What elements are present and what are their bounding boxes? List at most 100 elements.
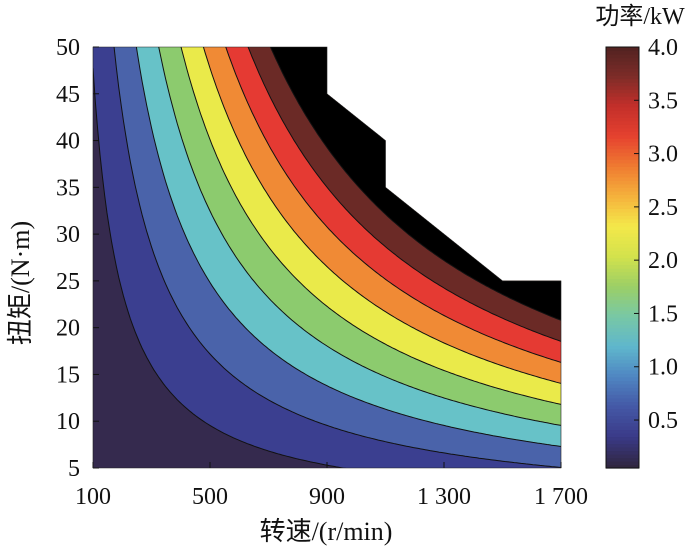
colorbar-segment — [606, 460, 639, 466]
colorbar-segment — [606, 446, 639, 452]
colorbar-segment — [606, 253, 639, 259]
contour-line-3.3 — [232, 47, 561, 342]
colorbar-segment — [606, 401, 639, 406]
colorbar-segment — [606, 103, 639, 108]
colorbar-segment — [606, 296, 639, 301]
y-axis-label: 扭矩/(N·m) — [6, 221, 35, 345]
x-tick-label: 100 — [75, 484, 111, 510]
colorbar-title: 功率/kW — [595, 3, 685, 30]
colorbar-segment — [606, 422, 639, 427]
colorbar-segment — [606, 408, 639, 413]
colorbar-segment — [606, 257, 639, 262]
colorbar-segment — [606, 239, 639, 245]
colorbar-segment — [606, 89, 639, 94]
colorbar-segment — [606, 285, 639, 290]
x-tick-label: 1 700 — [534, 484, 588, 510]
contour-line-1.3 — [129, 47, 561, 447]
x-axis-ticks: 100 500 900 1 300 1 700 — [75, 462, 588, 510]
colorbar-segment — [606, 418, 639, 423]
colorbar-segment — [606, 397, 639, 402]
colorbar-segment — [606, 376, 639, 381]
colorbar-segment — [606, 383, 639, 388]
colorbar-segment — [606, 201, 639, 206]
colorbar-tick-label: 3.0 — [648, 142, 678, 168]
colorbar-segment — [606, 404, 639, 409]
colorbar-segment — [606, 106, 639, 111]
colorbar-segment — [606, 271, 639, 276]
y-tick-label: 15 — [56, 362, 80, 388]
colorbar-segment — [606, 232, 639, 238]
colorbar-segment — [606, 289, 639, 294]
colorbar-tick-label: 2.5 — [648, 195, 678, 221]
colorbar-segment — [606, 450, 639, 455]
colorbar-segment — [606, 50, 639, 55]
colorbar-tick-label: 1.0 — [648, 355, 678, 381]
colorbar-segment — [606, 71, 639, 76]
colorbar-segment — [606, 425, 639, 431]
colorbar-segment — [606, 439, 639, 445]
colorbar-tick-label: 0.5 — [648, 408, 678, 434]
colorbar: 0.5 1.0 1.5 2.0 2.5 3.0 3.5 4.0 — [605, 35, 678, 469]
operating-boundary — [92, 46, 562, 469]
x-tick-label: 900 — [309, 484, 345, 510]
colorbar-segment — [606, 341, 639, 346]
colorbar-segment — [606, 261, 639, 266]
y-tick-label: 30 — [56, 222, 80, 248]
colorbar-segment — [606, 120, 639, 125]
colorbar-segment — [606, 190, 639, 195]
contour-line-2.5 — [190, 47, 561, 384]
y-tick-label: 45 — [56, 82, 80, 108]
colorbar-segment — [606, 373, 639, 378]
contour-line-2.1 — [172, 47, 561, 405]
colorbar-segment — [606, 176, 639, 181]
colorbar-segment — [606, 99, 639, 104]
colorbar-segment — [606, 173, 639, 178]
y-tick-label: 50 — [56, 35, 80, 61]
y-tick-label: 25 — [56, 269, 80, 295]
colorbar-segment — [606, 180, 639, 185]
colorbar-segment — [606, 152, 639, 157]
colorbar-segment — [606, 453, 639, 459]
colorbar-segment — [606, 183, 639, 188]
y-tick-label: 5 — [68, 456, 80, 482]
colorbar-segment — [606, 166, 639, 171]
colorbar-segment — [606, 348, 639, 353]
colorbar-segment — [606, 338, 639, 343]
colorbar-segment — [606, 250, 639, 255]
colorbar-segment — [606, 243, 639, 248]
colorbar-segment — [606, 268, 639, 273]
x-axis-label: 转速/(r/min) — [260, 517, 393, 546]
contour-line-1.7 — [151, 47, 561, 426]
contour-line-2.9 — [211, 47, 561, 363]
colorbar-segment — [606, 278, 639, 283]
colorbar-segment — [606, 155, 639, 160]
colorbar-tick-label: 4.0 — [648, 35, 678, 61]
y-tick-label: 40 — [56, 129, 80, 155]
colorbar-segment — [606, 303, 639, 308]
colorbar-segment — [606, 148, 639, 153]
colorbar-segment — [606, 127, 639, 132]
colorbar-segment — [606, 75, 639, 80]
colorbar-segment — [606, 113, 639, 118]
colorbar-segment — [606, 197, 639, 202]
colorbar-segment — [606, 54, 639, 59]
colorbar-segment — [606, 331, 639, 336]
colorbar-segment — [606, 194, 639, 199]
colorbar-segment — [606, 218, 639, 224]
colorbar-segment — [606, 215, 639, 220]
colorbar-segment — [606, 57, 639, 62]
colorbar-segment — [606, 369, 639, 374]
colorbar-segment — [606, 345, 639, 350]
colorbar-segment — [606, 264, 639, 269]
colorbar-segment — [606, 306, 639, 311]
x-tick-label: 1 300 — [417, 484, 471, 510]
colorbar-tick-label: 1.5 — [648, 301, 678, 327]
colorbar-segment — [606, 355, 639, 360]
colorbar-segment — [606, 394, 639, 399]
colorbar-segment — [606, 443, 639, 448]
y-axis-ticks: 5 10 15 20 25 30 35 40 45 50 — [56, 35, 99, 482]
colorbar-segment — [606, 211, 639, 216]
colorbar-segment — [606, 317, 639, 322]
colorbar-segment — [606, 229, 639, 234]
colorbar-segment — [606, 436, 639, 441]
